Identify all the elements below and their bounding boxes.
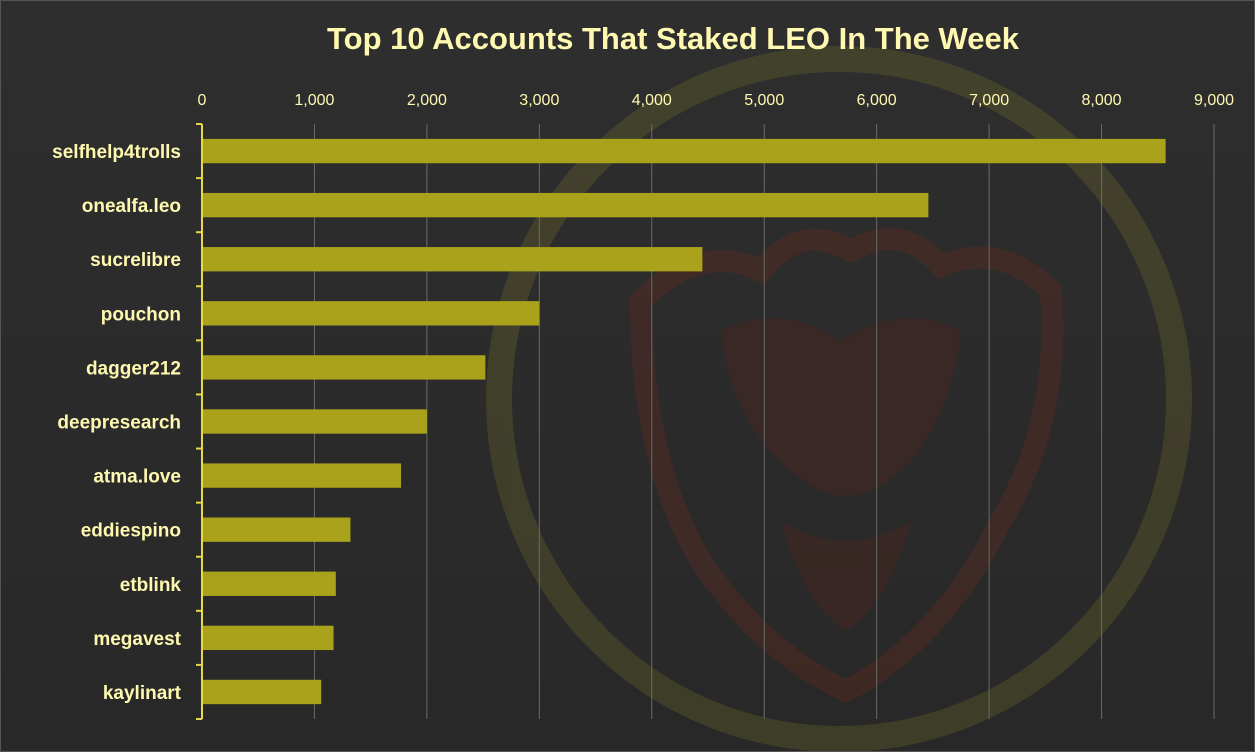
category-label: dagger212 bbox=[86, 358, 181, 379]
bar bbox=[203, 517, 351, 542]
lion-logo-watermark bbox=[486, 46, 1192, 751]
category-label: etblink bbox=[120, 575, 182, 596]
category-label: kaylinart bbox=[103, 683, 182, 704]
category-label: pouchon bbox=[101, 304, 181, 325]
x-tick-label: 4,000 bbox=[632, 92, 672, 109]
category-label: megavest bbox=[93, 629, 181, 650]
x-tick-label: 9,000 bbox=[1194, 92, 1234, 109]
category-label: selfhelp4trolls bbox=[52, 142, 181, 163]
category-label: deepresearch bbox=[57, 413, 181, 434]
bar bbox=[203, 571, 336, 596]
category-label: onealfa.leo bbox=[82, 196, 181, 217]
category-label: sucrelibre bbox=[90, 250, 181, 271]
x-tick-label: 3,000 bbox=[519, 92, 559, 109]
x-tick-label: 8,000 bbox=[1082, 92, 1122, 109]
x-tick-label: 1,000 bbox=[294, 92, 334, 109]
bar bbox=[203, 138, 1166, 164]
bar bbox=[203, 679, 322, 705]
bar bbox=[203, 355, 486, 380]
category-label: eddiespino bbox=[81, 521, 181, 542]
x-tick-label: 2,000 bbox=[407, 92, 447, 109]
x-tick-label: 7,000 bbox=[969, 92, 1009, 109]
bar bbox=[203, 192, 929, 218]
x-axis-ticks: 0 1,000 2,000 3,000 4,000 5,000 6,000 7,000 8,00… bbox=[198, 92, 1235, 109]
x-tick-label: 6,000 bbox=[857, 92, 897, 109]
bar bbox=[203, 409, 427, 434]
bar bbox=[203, 301, 540, 326]
x-tick-label: 5,000 bbox=[744, 92, 784, 109]
bar bbox=[203, 247, 703, 272]
category-labels: selfhelp4trolls onealfa.leo sucrelibre pouc… bbox=[52, 142, 181, 704]
bars bbox=[203, 138, 1166, 705]
y-axis bbox=[196, 123, 203, 720]
bar bbox=[203, 625, 334, 651]
category-label: atma.love bbox=[93, 467, 181, 488]
bar bbox=[203, 463, 402, 488]
x-tick-label: 0 bbox=[198, 92, 207, 109]
chart-title: Top 10 Accounts That Staked LEO In The W… bbox=[327, 21, 1020, 56]
